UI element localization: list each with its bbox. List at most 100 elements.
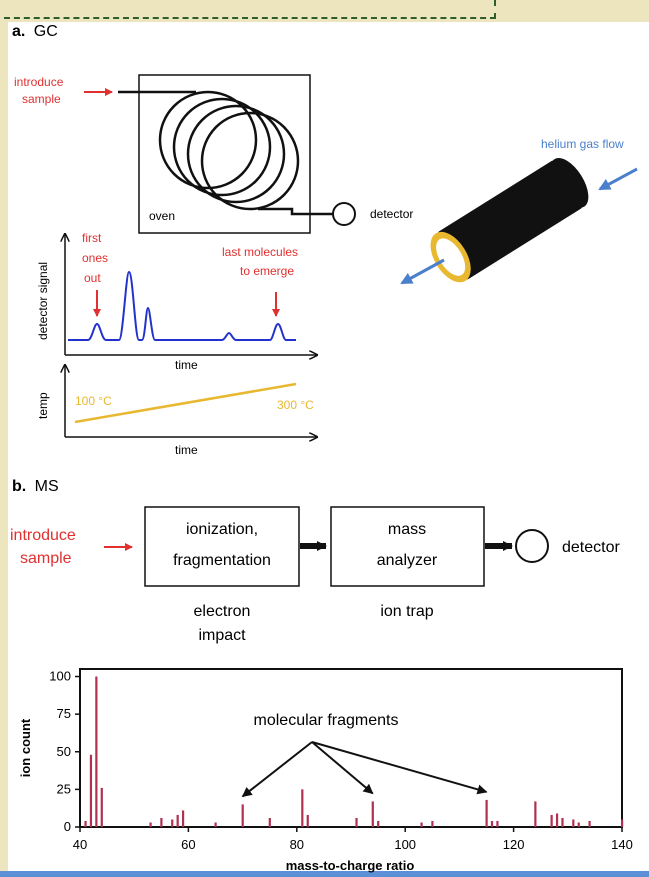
spectrum-bar (550, 814, 553, 827)
gc-panel-letter: a. (12, 23, 25, 40)
spectrum-bar (371, 801, 374, 827)
fragment-arrow (311, 741, 488, 795)
ms-panel-name: MS (35, 478, 59, 495)
electron-label-1: electron (194, 603, 251, 620)
spectrum-bar (171, 819, 174, 827)
spectrum-bar (181, 810, 185, 827)
gc-introduce-label-1: introduce (14, 75, 64, 89)
mass-analyzer-label-2: analyzer (377, 552, 438, 569)
first-out-label-3: out (84, 271, 101, 285)
gc-detector-label: detector (370, 207, 413, 221)
spectrum-bar (84, 820, 87, 827)
coiled-column (158, 90, 300, 211)
gc-panel: a. GC introduce sample oven detector hel… (12, 23, 638, 457)
mass-analyzer-box (330, 506, 485, 587)
temp-ramp-line (74, 382, 297, 424)
spectrum-bar (572, 819, 575, 827)
y-tick-label: 25 (57, 781, 71, 796)
x-tick-label: 60 (181, 837, 195, 852)
helium-label: helium gas flow (541, 137, 624, 151)
y-ticks: 0 25 50 75 100 (49, 669, 80, 834)
spectrum-bar (89, 754, 93, 827)
chromatogram-trace (68, 270, 296, 341)
spectrum-bar (149, 822, 152, 827)
helium-outflow-arrow (400, 258, 445, 285)
spectrum-bar (420, 822, 423, 827)
x-tick-label: 140 (611, 837, 633, 852)
fragment-arrow (311, 741, 374, 795)
spectrum-bar (561, 817, 564, 827)
spectrum-bar (100, 787, 103, 827)
spectrum-bar (95, 676, 98, 827)
first-out-label-2: ones (82, 251, 108, 265)
gc-outlet-tube (258, 207, 333, 216)
y-axis-label: ion count (18, 718, 33, 777)
spectrum-bar (160, 817, 163, 827)
x-ticks: 40 60 80 100 120 140 (73, 827, 633, 852)
y-tick-label: 75 (57, 706, 71, 721)
fragments-arrows (241, 741, 488, 798)
y-tick-label: 0 (64, 819, 71, 834)
spectrum-bar (355, 817, 358, 827)
gc-detector-circle (332, 202, 356, 226)
electron-label-2: impact (198, 627, 246, 644)
ionization-label-2: fragmentation (173, 552, 271, 569)
last-out-label-2: to emerge (240, 264, 294, 278)
signal-time-label: time (175, 358, 198, 372)
ionization-label-1: ionization, (186, 521, 258, 538)
ms-detector-circle (515, 529, 549, 563)
x-tick-label: 100 (394, 837, 416, 852)
spectrum-bars (84, 676, 624, 827)
ionization-box (144, 506, 300, 587)
spectrum-bar (490, 820, 494, 827)
y-tick-label: 100 (49, 669, 71, 684)
spectrum-bar (555, 813, 559, 827)
ms-panel: b. MS introduce sample ionization, fragm… (10, 478, 620, 644)
mass-analyzer-label-1: mass (388, 521, 426, 538)
y-tick-label: 50 (57, 744, 71, 759)
oven-label: oven (149, 209, 175, 223)
spectrum-bar (485, 799, 488, 827)
ms-detector-label: detector (562, 539, 620, 556)
spectrum-bar (577, 822, 580, 827)
spectrum-bar (621, 819, 624, 827)
spectrum-bar (377, 820, 380, 827)
ms-panel-title: b. MS (12, 478, 59, 495)
spectrum-bar (214, 822, 217, 827)
gc-panel-title: a. GC (12, 23, 58, 40)
temp-axis-label: temp (36, 392, 50, 419)
spectrum-bar (431, 820, 434, 827)
last-out-label-1: last molecules (222, 245, 298, 259)
helium-inflow-arrow (598, 167, 638, 191)
bottom-bar (0, 871, 649, 877)
x-tick-label: 40 (73, 837, 87, 852)
ms-introduce-label-1: introduce (10, 527, 76, 544)
temp-end-label: 300 °C (277, 398, 314, 412)
x-axis-label: mass-to-charge ratio (286, 858, 415, 873)
x-tick-label: 80 (290, 837, 304, 852)
first-out-label-1: first (82, 231, 102, 245)
temp-start-label: 100 °C (75, 394, 112, 408)
gc-introduce-label-2: sample (22, 92, 61, 106)
spectrum-bar (176, 814, 179, 827)
fragment-arrow (241, 741, 313, 798)
spectrum-bar (268, 817, 271, 827)
spectrum-bar (306, 814, 309, 827)
ion-trap-label: ion trap (380, 603, 433, 620)
ms-introduce-label-2: sample (20, 550, 72, 567)
temp-time-label: time (175, 443, 198, 457)
plot-frame (79, 668, 623, 828)
spectrum-bar (534, 801, 537, 827)
spectrum-bar (301, 789, 304, 827)
fragments-annotation: molecular fragments (254, 712, 399, 729)
gc-panel-name: GC (34, 23, 58, 40)
oven-box (138, 74, 311, 234)
top-dashed-frame (4, 0, 496, 19)
x-tick-label: 120 (503, 837, 525, 852)
mass-spectrum-chart: 40 60 80 100 120 140 0 25 50 75 100 mass-to-charg… (18, 668, 633, 873)
ms-panel-letter: b. (12, 478, 26, 495)
column-tube (430, 158, 589, 283)
spectrum-bar (496, 820, 499, 827)
spectrum-bar (241, 804, 244, 827)
